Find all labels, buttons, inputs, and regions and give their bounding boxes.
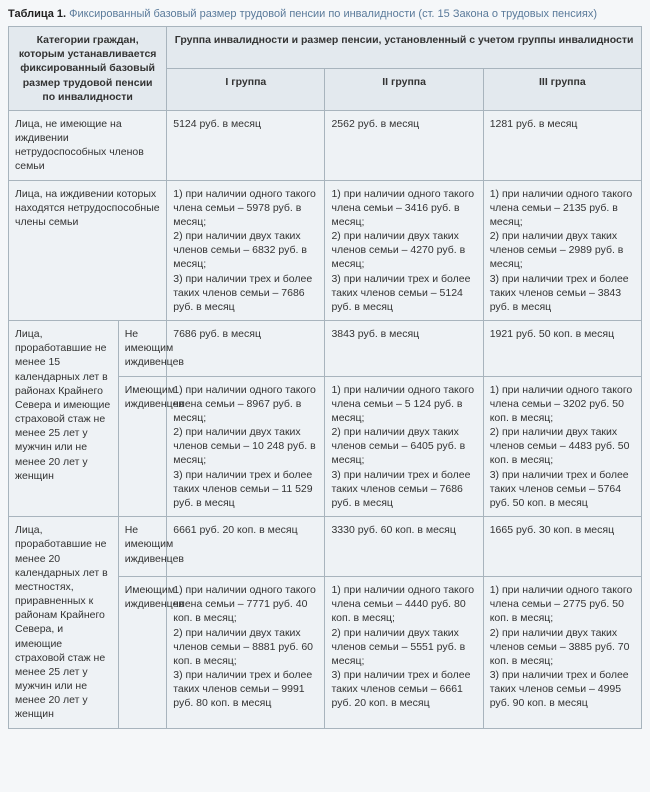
pension-table: Категории граждан, которым устанавливает…: [8, 26, 642, 729]
header-g2: II группа: [325, 68, 483, 110]
table-caption: Таблица 1. Фиксированный базовый размер …: [8, 8, 642, 20]
cell-category: Лица, на иждивении которых находятся нет…: [9, 180, 167, 321]
table-row: Лица, не имеющие на иждивении нетрудоспо…: [9, 110, 642, 180]
table-row: Лица, проработавшие не менее 20 календар…: [9, 517, 642, 577]
caption-text: Фиксированный базовый размер трудовой пе…: [69, 8, 597, 20]
cell-g3: 1281 руб. в месяц: [483, 110, 641, 180]
cell-g2: 2562 руб. в месяц: [325, 110, 483, 180]
cell-g2: 3843 руб. в месяц: [325, 321, 483, 377]
table-row: Лица, на иждивении которых находятся нет…: [9, 180, 642, 321]
cell-g1: 5124 руб. в месяц: [167, 110, 325, 180]
cell-g1: 6661 руб. 20 коп. в месяц: [167, 517, 325, 577]
header-g3: III группа: [483, 68, 641, 110]
cell-subcat: Не имеющим иждивенцев: [118, 321, 167, 377]
header-category: Категории граждан, которым устанавливает…: [9, 27, 167, 111]
cell-g1: 1) при наличии одного такого члена семьи…: [167, 376, 325, 517]
cell-subcat: Не имеющим иждивенцев: [118, 517, 167, 577]
cell-category: Лица, проработавшие не менее 20 календар…: [9, 517, 119, 728]
cell-g1: 1) при наличии одного такого члена семьи…: [167, 577, 325, 729]
cell-g3: 1665 руб. 30 коп. в месяц: [483, 517, 641, 577]
cell-g3: 1921 руб. 50 коп. в месяц: [483, 321, 641, 377]
cell-category: Лица, не имеющие на иждивении нетрудоспо…: [9, 110, 167, 180]
cell-g1: 7686 руб. в месяц: [167, 321, 325, 377]
header-g1: I группа: [167, 68, 325, 110]
cell-subcat: Имеющим иждивенцев: [118, 577, 167, 729]
cell-g3: 1) при наличии одного такого члена семьи…: [483, 180, 641, 321]
table-row: Лица, проработавшие не менее 15 календар…: [9, 321, 642, 377]
cell-g2: 1) при наличии одного такого члена семьи…: [325, 577, 483, 729]
cell-g3: 1) при наличии одного такого члена семьи…: [483, 376, 641, 517]
cell-g2: 3330 руб. 60 коп. в месяц: [325, 517, 483, 577]
cell-g2: 1) при наличии одного такого члена семьи…: [325, 180, 483, 321]
cell-subcat: Имеющим иждивенцев: [118, 376, 167, 517]
header-group: Группа инвалидности и размер пенсии, уст…: [167, 27, 642, 69]
caption-label: Таблица 1.: [8, 8, 66, 20]
cell-g1: 1) при наличии одного такого члена семьи…: [167, 180, 325, 321]
cell-g2: 1) при наличии одного такого члена семьи…: [325, 376, 483, 517]
cell-category: Лица, проработавшие не менее 15 календар…: [9, 321, 119, 517]
cell-g3: 1) при наличии одного такого члена семьи…: [483, 577, 641, 729]
